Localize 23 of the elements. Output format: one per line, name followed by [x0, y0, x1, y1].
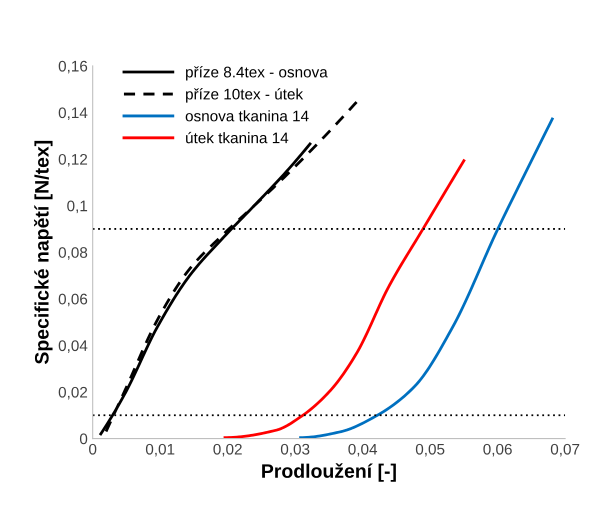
legend-label: osnova tkanina 14 [186, 110, 309, 122]
x-tick-label: 0,03 [280, 444, 310, 456]
x-tick-label: 0,01 [146, 444, 174, 456]
y-axis-title: Specifické napětí [N/tex] [34, 140, 53, 364]
y-tick-label: 0,14 [58, 107, 88, 120]
y-tick-label: 0,02 [58, 386, 88, 400]
legend-label: příze 8.4tex - osnova [186, 66, 328, 81]
x-tick-label: 0,05 [416, 444, 444, 456]
y-tick-label: 0,08 [58, 247, 88, 260]
x-tick-label: 0,07 [550, 444, 580, 456]
x-axis-title: Prodloužení [-] [262, 463, 396, 482]
y-tick-label: 0,04 [58, 340, 88, 353]
y-tick-label: 0,12 [58, 154, 88, 167]
legend-label: útek tkanina 14 [186, 132, 288, 144]
y-tick-label: 0 [80, 433, 88, 444]
x-tick-label: 0 [89, 444, 96, 455]
x-tick-label: 0,04 [348, 444, 378, 456]
y-tick-label: 0,16 [58, 60, 88, 74]
legend-label: příze 10tex - útek [186, 88, 304, 103]
y-tick-label: 0,1 [67, 200, 88, 214]
y-tick-label: 0,06 [58, 294, 88, 306]
x-tick-label: 0,06 [483, 444, 512, 456]
x-tick-label: 0,02 [213, 444, 242, 456]
